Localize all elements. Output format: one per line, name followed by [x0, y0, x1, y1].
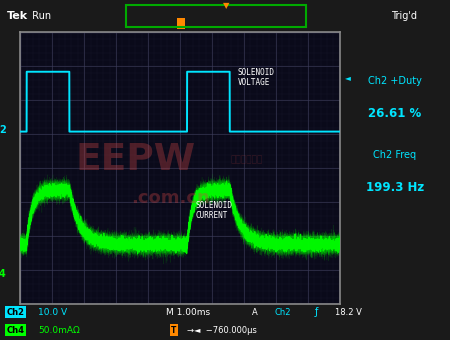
Text: ▼: ▼ — [223, 1, 229, 10]
Text: ◄: ◄ — [345, 73, 351, 82]
Text: 2: 2 — [0, 125, 6, 135]
Text: Ch2: Ch2 — [274, 308, 291, 317]
Text: A: A — [252, 308, 258, 317]
Text: EEPW: EEPW — [75, 142, 195, 178]
Text: Ch2: Ch2 — [7, 308, 25, 317]
Text: 26.61 %: 26.61 % — [368, 107, 422, 120]
Text: Ch2 Freq: Ch2 Freq — [374, 150, 416, 160]
Text: .com.cn: .com.cn — [131, 189, 210, 207]
Text: SOLENOID
CURRENT: SOLENOID CURRENT — [196, 201, 233, 220]
Text: 199.3 Hz: 199.3 Hz — [366, 181, 424, 194]
Text: T: T — [171, 325, 176, 335]
Text: 電子產品世界: 電子產品世界 — [231, 156, 263, 165]
Text: M 1.00ms: M 1.00ms — [166, 308, 211, 317]
Text: 10.0 V: 10.0 V — [38, 308, 68, 317]
Text: Ch4: Ch4 — [7, 325, 25, 335]
Text: Tek: Tek — [7, 11, 28, 21]
Text: Run: Run — [29, 11, 51, 21]
Text: Ch2 +Duty: Ch2 +Duty — [368, 76, 422, 86]
Text: SOLENOID
VOLTAGE: SOLENOID VOLTAGE — [238, 68, 274, 87]
Text: T: T — [178, 19, 184, 28]
Text: Trig'd: Trig'd — [392, 11, 418, 21]
Text: →◄  −760.000μs: →◄ −760.000μs — [187, 325, 256, 335]
Text: ƒ: ƒ — [315, 307, 319, 317]
Text: 50.0mAΩ: 50.0mAΩ — [38, 325, 80, 335]
Text: 18.2 V: 18.2 V — [335, 308, 362, 317]
Text: 4: 4 — [0, 269, 6, 279]
